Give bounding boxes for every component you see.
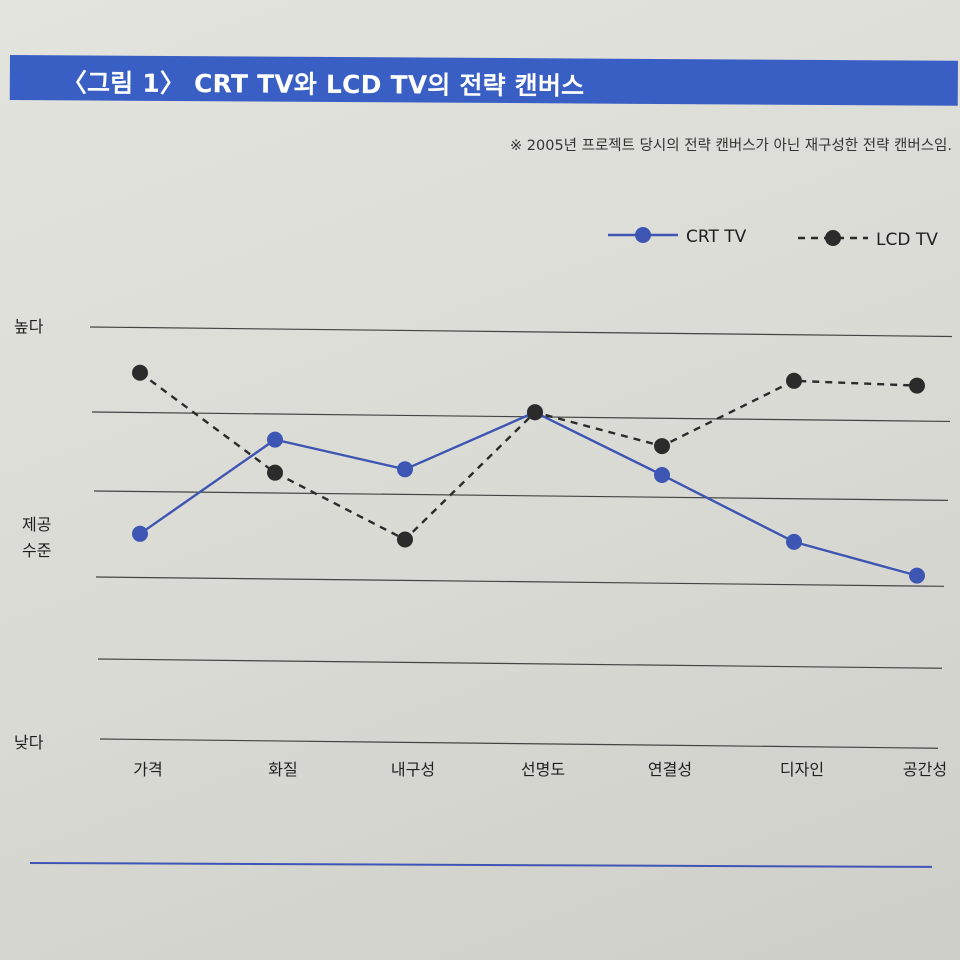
legend-label: LCD TV: [876, 230, 938, 250]
data-point: [267, 464, 283, 481]
grid-line: [97, 658, 943, 669]
data-point: [132, 525, 148, 542]
x-tick-label: 선명도: [521, 760, 565, 779]
x-tick-label: 디자인: [780, 760, 824, 779]
grid-line: [93, 490, 949, 501]
data-point: [527, 404, 543, 421]
x-axis-labels: 가격 화질 내구성 선명도 연결성 디자인 공간성: [133, 760, 947, 779]
y-label-low: 낮다: [14, 733, 44, 752]
data-point: [132, 364, 148, 381]
legend-label: CRT TV: [686, 227, 747, 247]
grid-line: [91, 411, 951, 423]
grid-line: [95, 576, 945, 587]
legend: CRT TV LCD TV: [608, 227, 938, 250]
data-point: [654, 438, 670, 455]
figure-note: ※ 2005년 프로젝트 당시의 전략 캔버스가 아닌 재구성한 전략 캔버스임…: [510, 138, 952, 154]
data-point: [786, 533, 802, 550]
legend-marker: [825, 230, 841, 246]
data-point: [267, 431, 283, 448]
series-line-2: [139, 371, 918, 541]
x-tick-label: 가격: [133, 760, 162, 779]
legend-marker: [635, 227, 651, 243]
data-point: [909, 377, 925, 394]
data-point: [397, 531, 413, 548]
data-point: [909, 567, 925, 584]
y-label-level-1: 제공: [22, 515, 51, 534]
x-tick-label: 공간성: [903, 760, 947, 779]
x-tick-label: 화질: [268, 760, 297, 779]
grid-line: [99, 738, 939, 749]
x-tick-label: 내구성: [391, 760, 435, 779]
y-label-high: 높다: [14, 317, 44, 336]
x-tick-label: 연결성: [648, 760, 692, 779]
data-point: [654, 466, 670, 483]
series-line-1: [139, 411, 918, 577]
series-group: [132, 364, 925, 584]
grid-line: [89, 326, 953, 338]
data-point: [786, 372, 802, 389]
grid-lines: [89, 326, 953, 749]
y-label-level-2: 수준: [22, 541, 51, 560]
data-point: [397, 461, 413, 478]
